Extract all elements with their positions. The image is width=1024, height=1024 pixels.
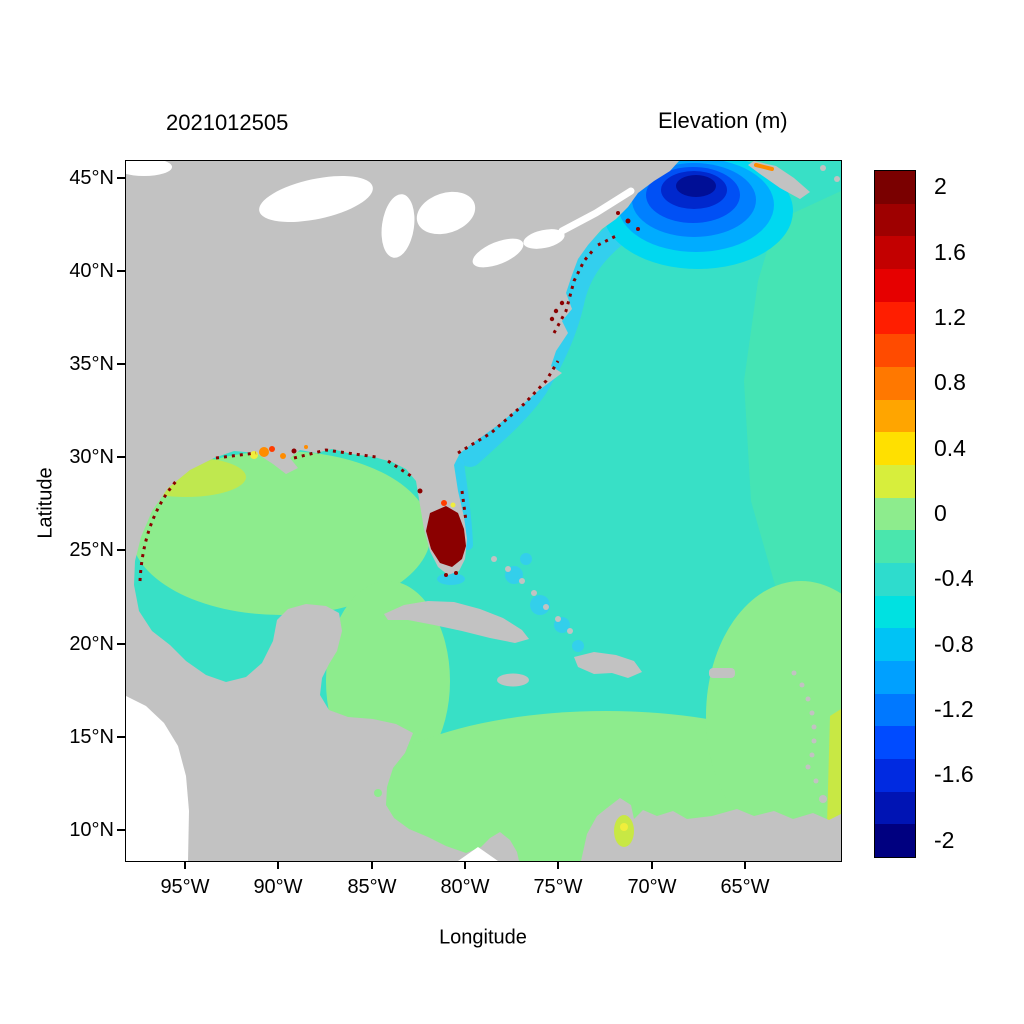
cbar-tick-m1p2: -1.2 [934, 696, 974, 722]
y-tick-15n: 15°N [69, 726, 114, 748]
colorbar-segment [875, 465, 915, 498]
pacific-out-of-domain [126, 696, 189, 861]
ocean-bahamas-cyan-patches [437, 553, 584, 652]
x-tickmark [464, 861, 466, 869]
x-tickmark [277, 861, 279, 869]
x-tick-90w: 90°W [253, 876, 303, 898]
land-south-america [581, 798, 841, 861]
x-axis-label: Longitude [439, 926, 527, 949]
land-cuba [384, 601, 529, 643]
cbar-tick-0: 0 [934, 500, 947, 526]
cbar-tick-m1p6: -1.6 [934, 761, 974, 787]
gulf-of-panama-white [458, 847, 498, 861]
land-bahamas [491, 556, 573, 634]
x-tick-85w: 85°W [347, 876, 397, 898]
cbar-tick-1p2: 1.2 [934, 304, 966, 330]
x-tickmark [371, 861, 373, 869]
x-tickmark [744, 861, 746, 869]
y-tickmark [117, 643, 125, 645]
colorbar-segment [875, 726, 915, 760]
land-island-ne [820, 165, 826, 171]
y-tick-45n: 45°N [69, 167, 114, 189]
cbar-tick-2: 2 [934, 173, 947, 199]
land-hispaniola [574, 652, 642, 678]
y-tickmark [117, 177, 125, 179]
cbar-tick-1p6: 1.6 [934, 239, 966, 265]
colorbar-segment [875, 367, 915, 400]
x-tickmark [557, 861, 559, 869]
y-tickmark [117, 736, 125, 738]
colorbar-segment [875, 824, 915, 858]
colorbar-title: Elevation (m) [658, 108, 788, 133]
x-tick-95w: 95°W [160, 876, 210, 898]
colorbar-segment [875, 301, 915, 335]
coastal-high-elevation-speckles [138, 233, 619, 582]
ocean-florida-east-band [454, 458, 473, 550]
south-florida-high-elevation [417, 488, 466, 577]
y-tick-20n: 20°N [69, 633, 114, 655]
colorbar-segment [875, 628, 915, 662]
y-axis-label: Latitude [34, 467, 57, 539]
colorbar-segment [875, 497, 915, 531]
x-tick-70w: 70°W [627, 876, 677, 898]
land-puerto-rico [709, 668, 735, 678]
elevation-map [126, 161, 841, 861]
cbar-tick-m0p4: -0.4 [934, 565, 974, 591]
y-tick-35n: 35°N [69, 353, 114, 375]
land-jamaica [497, 673, 529, 687]
colorbar-segment [875, 236, 915, 270]
bay-of-fundy-orange-patch [754, 163, 774, 171]
x-tick-80w: 80°W [440, 876, 490, 898]
y-tick-25n: 25°N [69, 539, 114, 561]
colorbar-segment [875, 203, 915, 237]
colorbar-segment [875, 171, 915, 204]
y-tick-30n: 30°N [69, 446, 114, 468]
y-tickmark [117, 456, 125, 458]
elevation-colorbar [874, 170, 916, 858]
y-tick-40n: 40°N [69, 260, 114, 282]
ocean-northeast-atlantic [744, 191, 841, 606]
lake-nicaragua [374, 789, 382, 797]
colorbar-segment [875, 693, 915, 727]
colorbar-segment [875, 661, 915, 694]
colorbar-segment [875, 595, 915, 629]
land-north-america [126, 161, 679, 861]
cbar-tick-m2: -2 [934, 827, 955, 853]
lake-maracaibo-core [620, 823, 628, 831]
colorbar-segment [875, 432, 915, 466]
land-nova-scotia [748, 161, 810, 199]
x-tickmark [651, 861, 653, 869]
y-tickmark [117, 270, 125, 272]
colorbar-segment [875, 530, 915, 564]
land-island-ne [834, 176, 840, 182]
colorbar-segment [875, 563, 915, 596]
timestamp-title: 2021012505 [166, 110, 289, 135]
land-lesser-antilles [791, 670, 827, 803]
colorbar-segment [875, 269, 915, 302]
cbar-tick-m0p8: -0.8 [934, 631, 974, 657]
y-tickmark [117, 363, 125, 365]
colorbar-segment [875, 791, 915, 825]
x-tick-65w: 65°W [720, 876, 770, 898]
colorbar-segment [875, 759, 915, 792]
y-tickmark [117, 829, 125, 831]
great-lakes [126, 161, 635, 268]
cbar-tick-0p4: 0.4 [934, 435, 966, 461]
chesapeake-speckles [549, 211, 640, 322]
map-plot-area [125, 160, 842, 862]
gulf-of-maine-depression [603, 161, 793, 269]
x-tick-75w: 75°W [533, 876, 583, 898]
louisiana-coast-warm-patches [250, 445, 308, 459]
x-tickmark [184, 861, 186, 869]
y-tick-10n: 10°N [69, 819, 114, 841]
y-tickmark [117, 549, 125, 551]
colorbar-segment [875, 399, 915, 433]
cbar-tick-0p8: 0.8 [934, 369, 966, 395]
colorbar-segment [875, 334, 915, 368]
